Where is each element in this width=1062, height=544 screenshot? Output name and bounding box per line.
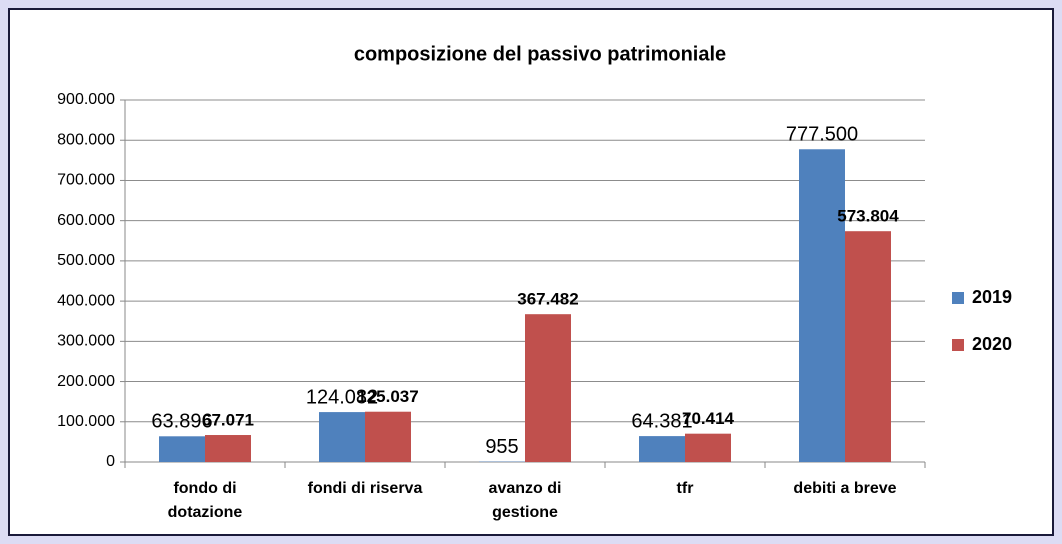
y-tick-label: 200.000 bbox=[57, 373, 115, 390]
bar bbox=[639, 436, 685, 462]
y-tick-label: 700.000 bbox=[57, 172, 115, 189]
bar bbox=[845, 231, 891, 462]
bar bbox=[365, 411, 411, 462]
y-tick-label: 500.000 bbox=[57, 252, 115, 269]
legend-label: 2020 bbox=[972, 334, 1012, 354]
bar bbox=[685, 433, 731, 462]
x-tick-label: avanzo di gestione bbox=[488, 480, 562, 521]
legend-swatch bbox=[952, 339, 964, 351]
x-tick-label: fondo di dotazione bbox=[167, 480, 243, 521]
y-tick-label: 0 bbox=[106, 453, 115, 470]
legend-label: 2019 bbox=[972, 287, 1012, 307]
data-label: 67.071 bbox=[202, 411, 254, 430]
data-label: 777.500 bbox=[786, 124, 858, 146]
x-tick-label: debiti a breve bbox=[793, 480, 897, 497]
x-tick-label: tfr bbox=[676, 480, 694, 497]
y-tick-label: 900.000 bbox=[57, 91, 115, 108]
y-tick-label: 100.000 bbox=[57, 413, 115, 430]
chart-title: composizione del passivo patrimoniale bbox=[354, 43, 726, 65]
bar bbox=[799, 149, 845, 462]
bar bbox=[205, 435, 251, 462]
data-label: 125.037 bbox=[357, 387, 418, 406]
bar bbox=[159, 436, 205, 462]
data-label: 64.381 bbox=[631, 410, 692, 432]
y-tick-label: 600.000 bbox=[57, 212, 115, 229]
data-label: 573.804 bbox=[837, 207, 899, 226]
legend-swatch bbox=[952, 292, 964, 304]
y-tick-label: 800.000 bbox=[57, 131, 115, 148]
data-label: 367.482 bbox=[517, 290, 578, 309]
y-tick-label: 300.000 bbox=[57, 333, 115, 350]
data-label: 955 bbox=[485, 436, 518, 458]
y-tick-label: 400.000 bbox=[57, 292, 115, 309]
bar bbox=[319, 412, 365, 462]
data-label: 70.414 bbox=[682, 409, 735, 428]
bar bbox=[525, 314, 571, 462]
x-tick-label: fondi di riserva bbox=[307, 480, 423, 497]
data-label: 63.896 bbox=[151, 411, 212, 433]
data-label: 124.082 bbox=[306, 386, 378, 408]
